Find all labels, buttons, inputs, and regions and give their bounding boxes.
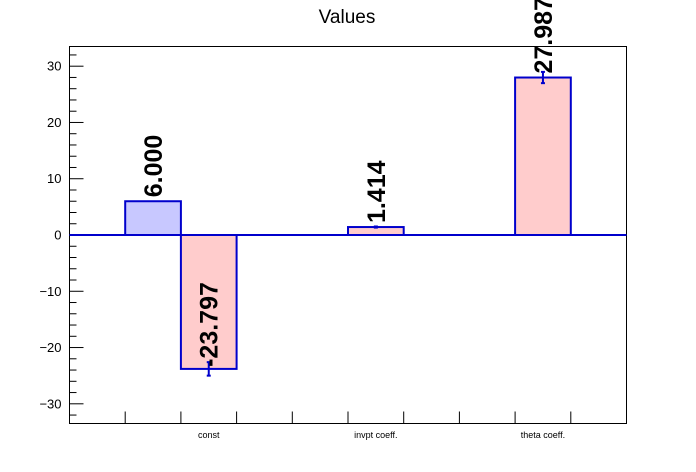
- x-tick-label: const: [198, 430, 220, 440]
- error-bars: [206, 70, 545, 377]
- x-tick-label: invpt coeff.: [354, 430, 397, 440]
- x-tick-label: theta coeff.: [521, 430, 565, 440]
- x-axis: const invpt coeff. theta coeff.: [124, 411, 572, 440]
- y-tick-label: −20: [39, 340, 61, 355]
- data-label: -23.797: [196, 282, 224, 367]
- data-label: 6.000: [140, 135, 168, 198]
- y-tick-label: 30: [47, 59, 61, 74]
- y-tick-label: −10: [39, 284, 61, 299]
- data-label: 1.414: [363, 160, 391, 223]
- bar: [124, 200, 182, 236]
- chart-title: Values: [319, 7, 376, 28]
- y-tick-label: 10: [47, 171, 61, 186]
- y-axis: −30 −20 −10 0 10 20 30: [39, 54, 84, 416]
- bar: [514, 76, 572, 237]
- y-tick-label: 20: [47, 115, 61, 130]
- data-label: 27.987: [530, 0, 558, 74]
- bars: [124, 76, 572, 370]
- y-tick-label: −30: [39, 396, 61, 411]
- y-tick-label: 0: [54, 228, 61, 243]
- data-labels: 6.000 -23.797 1.414 27.987: [140, 0, 558, 367]
